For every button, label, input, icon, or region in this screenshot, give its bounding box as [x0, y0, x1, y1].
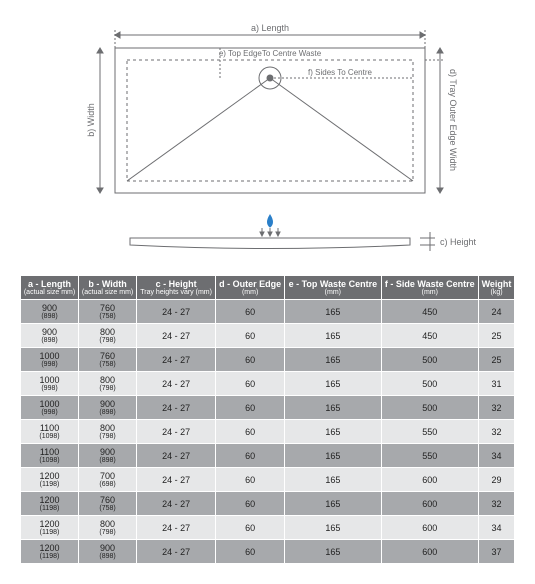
table-row: 1200(1198)900(898)24 - 276016560037 — [21, 540, 515, 564]
table-row: 1000(998)760(758)24 - 276016550025 — [21, 348, 515, 372]
table-row: 1200(1198)800(798)24 - 276016560034 — [21, 516, 515, 540]
label-c: c) Height — [440, 237, 477, 247]
table-row: 1100(1098)900(898)24 - 276016555034 — [21, 444, 515, 468]
label-b: b) Width — [86, 103, 96, 137]
label-e: e) Top EdgeTo Centre Waste — [219, 49, 322, 58]
table-row: 900(898)760(758)24 - 276016545024 — [21, 300, 515, 324]
table-row: 1200(1198)700(698)24 - 276016560029 — [21, 468, 515, 492]
dimension-diagram: a) Length e) Top EdgeTo Centre Waste f) … — [20, 20, 515, 260]
col-header: Weight(kg) — [479, 276, 515, 300]
label-f: f) Sides To Centre — [308, 68, 372, 77]
table-row: 1000(998)900(898)24 - 276016550032 — [21, 396, 515, 420]
col-header: b - Width(actual size mm) — [79, 276, 137, 300]
dimension-table: a - Length(actual size mm)b - Width(actu… — [20, 275, 515, 564]
col-header: e - Top Waste Centre(mm) — [285, 276, 381, 300]
table-row: 1000(998)800(798)24 - 276016550031 — [21, 372, 515, 396]
col-header: c - HeightTray heights vary (mm) — [137, 276, 216, 300]
label-d: d) Tray Outer Edge Width — [448, 69, 458, 171]
table-row: 1100(1098)800(798)24 - 276016555032 — [21, 420, 515, 444]
col-header: d - Outer Edge(mm) — [216, 276, 285, 300]
col-header: a - Length(actual size mm) — [21, 276, 79, 300]
label-a: a) Length — [251, 23, 289, 33]
table-row: 1200(1198)760(758)24 - 276016560032 — [21, 492, 515, 516]
table-row: 900(898)800(798)24 - 276016545025 — [21, 324, 515, 348]
col-header: f - Side Waste Centre(mm) — [381, 276, 479, 300]
